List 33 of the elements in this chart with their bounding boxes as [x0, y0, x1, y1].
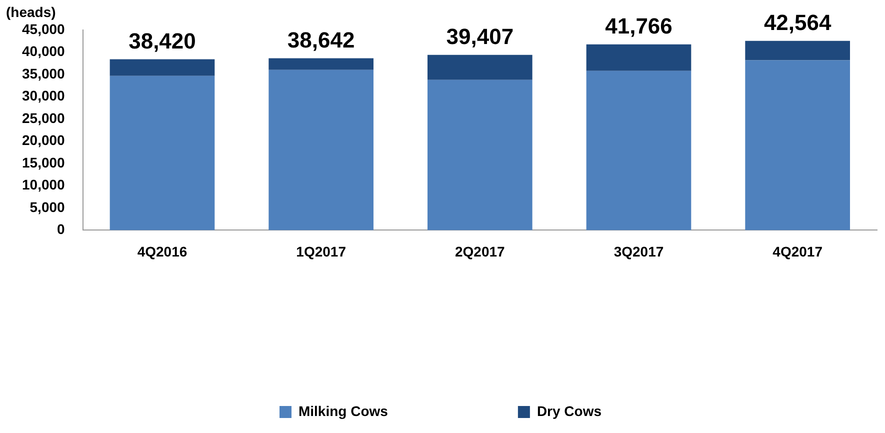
- y-tick-label: 25,000: [22, 110, 66, 126]
- y-tick-label: 30,000: [22, 88, 66, 104]
- bar: [110, 76, 215, 230]
- total-label: 38,642: [287, 27, 355, 52]
- bar: [110, 59, 215, 76]
- total-label: 38,420: [128, 28, 196, 54]
- y-tick-label: 0: [57, 221, 66, 238]
- bar: [745, 60, 850, 230]
- x-tick-label: 4Q2016: [137, 243, 188, 260]
- y-tick-label: 35,000: [22, 65, 66, 82]
- bar: [427, 80, 532, 230]
- total-label: 42,564: [764, 10, 832, 35]
- bar: [268, 70, 374, 230]
- x-tick-label: 4Q2017: [772, 243, 823, 260]
- legend-label: Milking Cows: [298, 402, 388, 419]
- x-tick-label: 1Q2017: [296, 243, 346, 260]
- total-label: 41,766: [605, 13, 672, 38]
- y-axis-title: (heads): [6, 4, 56, 20]
- bar: [268, 58, 374, 70]
- x-tick-label: 2Q2017: [454, 243, 506, 260]
- x-tick-label: 3Q2017: [614, 243, 664, 260]
- y-tick-label: 40,000: [22, 43, 66, 60]
- total-label: 39,407: [446, 24, 514, 49]
- y-tick-label: 5,000: [30, 198, 66, 215]
- y-tick-label: 45,000: [22, 20, 66, 37]
- y-tick-label: 15,000: [22, 154, 66, 170]
- bar: [745, 40, 850, 60]
- bar: [586, 44, 692, 71]
- legend-label: Dry Cows: [536, 402, 602, 419]
- y-tick-label: 20,000: [22, 132, 66, 148]
- bar: [586, 70, 692, 230]
- bar: [427, 54, 532, 80]
- y-tick-label: 10,000: [22, 176, 66, 193]
